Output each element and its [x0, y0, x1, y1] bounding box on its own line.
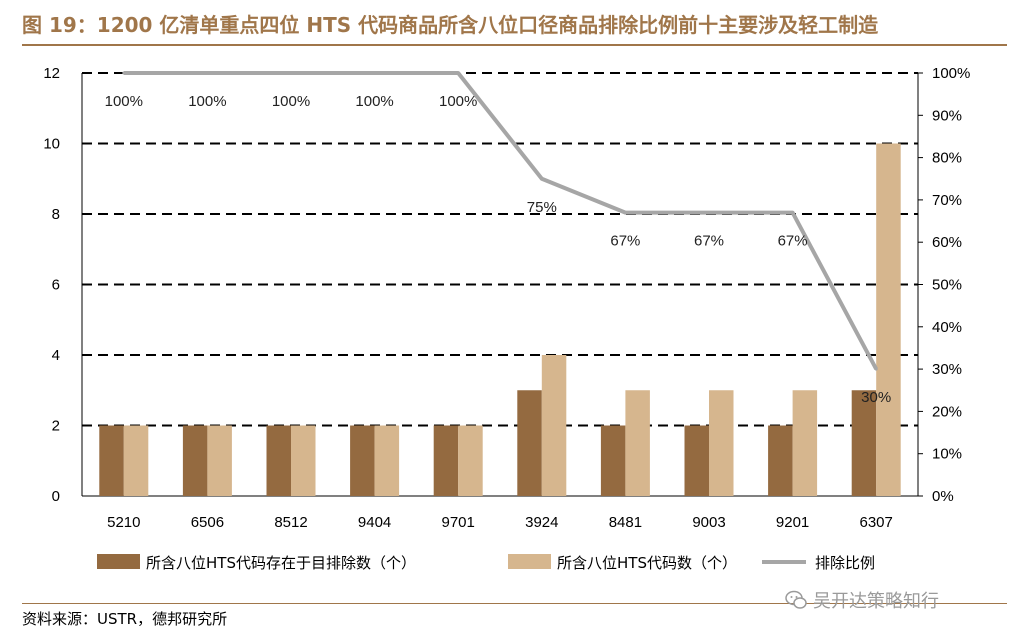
bar-total-3924: [541, 355, 567, 496]
bar-total-8481: [625, 390, 650, 496]
left-tick-label: 10: [43, 136, 60, 153]
legend-excluded-swatch: [97, 554, 140, 569]
right-tick-label: 0%: [932, 488, 954, 505]
ratio-point-8481: [623, 211, 627, 215]
data-label-5210: 100%: [105, 93, 143, 110]
right-tick-label: 40%: [932, 319, 962, 336]
right-axis: 0% 10% 20% 30% 40% 50% 60% 70% 80% 90% 100%: [918, 65, 970, 505]
legend-total-label: 所含八位HTS代码数（个）: [557, 554, 737, 572]
bar-total-9404: [374, 425, 400, 496]
data-label-3924: 75%: [527, 199, 557, 216]
source-note: 资料来源：USTR，德邦研究所: [22, 610, 228, 628]
left-tick-label: 12: [43, 65, 60, 82]
x-tick-label-9201: 9201: [776, 514, 809, 531]
bars: [99, 143, 901, 496]
ratio-point-9003: [707, 211, 711, 215]
right-tick-label: 80%: [932, 150, 962, 167]
legend-total-swatch: [508, 554, 551, 569]
ratio-point-5210: [122, 71, 126, 75]
right-tick-label: 20%: [932, 403, 962, 420]
ratio-point-9701: [456, 71, 460, 75]
right-tick-label: 70%: [932, 192, 962, 209]
right-tick-label: 30%: [932, 361, 962, 378]
bar-total-9003: [709, 390, 734, 496]
ratio-point-9404: [373, 71, 377, 75]
bar-excluded-6506: [182, 425, 208, 496]
bar-excluded-5210: [99, 425, 124, 496]
data-label-9201: 67%: [778, 233, 808, 250]
ratio-point-6307: [874, 367, 878, 371]
data-labels: 100% 100% 100% 100% 100% 75% 67% 67% 67% 30%: [105, 93, 892, 406]
bar-total-6307: [876, 143, 901, 496]
right-tick-label: 60%: [932, 234, 962, 251]
x-tick-label-8481: 8481: [609, 514, 642, 531]
x-tick-label-5210: 5210: [107, 514, 140, 531]
left-tick-label: 4: [52, 347, 60, 364]
data-label-9404: 100%: [355, 93, 393, 110]
x-tick-label-9404: 9404: [358, 514, 391, 531]
source-divider: [22, 603, 1007, 604]
ratio-polyline: [123, 71, 878, 371]
ratio-point-6506: [205, 71, 209, 75]
data-label-8481: 67%: [610, 233, 640, 250]
right-tick-label: 10%: [932, 446, 962, 463]
chart-title: 图 19：1200 亿清单重点四位 HTS 代码商品所含八位口径商品排除比例前十…: [22, 13, 879, 37]
right-tick-label: 100%: [932, 65, 970, 82]
bar-excluded-3924: [517, 390, 542, 496]
bar-total-9201: [792, 390, 818, 496]
right-tick-label: 50%: [932, 277, 962, 294]
x-tick-label-8512: 8512: [274, 514, 307, 531]
x-axis-labels: 5210 6506 8512 9404 9701 3924 8481 9003 9201 6307: [107, 514, 893, 531]
bar-excluded-9404: [350, 425, 375, 496]
bar-total-6506: [207, 425, 232, 496]
bar-excluded-8481: [600, 425, 626, 496]
bar-total-9701: [458, 425, 483, 496]
data-label-6506: 100%: [188, 93, 226, 110]
legend-excluded-label: 所含八位HTS代码存在于目排除数（个）: [146, 554, 416, 572]
x-tick-label-9701: 9701: [442, 514, 475, 531]
bar-excluded-9201: [768, 425, 793, 496]
bar-excluded-9003: [684, 425, 709, 496]
ratio-point-8512: [289, 71, 293, 75]
left-tick-label: 8: [52, 206, 60, 223]
x-tick-label-6307: 6307: [860, 514, 893, 531]
data-label-9003: 67%: [694, 233, 724, 250]
x-tick-label-6506: 6506: [191, 514, 224, 531]
bar-total-8512: [291, 425, 316, 496]
bar-excluded-9701: [433, 425, 459, 496]
data-label-8512: 100%: [272, 93, 310, 110]
left-tick-label: 0: [52, 488, 60, 505]
legend: 所含八位HTS代码存在于目排除数（个） 所含八位HTS代码数（个） 排除比例: [97, 554, 875, 572]
watermark: 吴开达策略知行: [785, 588, 939, 612]
bar-total-5210: [123, 425, 149, 496]
title-divider: [22, 44, 1007, 46]
legend-ratio-label: 排除比例: [815, 554, 875, 572]
data-label-9701: 100%: [439, 93, 477, 110]
ratio-point-9201: [791, 211, 795, 215]
left-axis: 0 2 4 6 8 10 12: [43, 65, 60, 505]
wechat-icon: [785, 590, 807, 609]
x-tick-label-3924: 3924: [525, 514, 558, 531]
right-tick-label: 90%: [932, 107, 962, 124]
bar-excluded-6307: [851, 390, 877, 496]
ratio-line: [122, 71, 878, 371]
data-label-6307: 30%: [861, 389, 891, 406]
left-tick-label: 2: [52, 418, 60, 435]
ratio-point-3924: [540, 177, 544, 181]
combo-chart: 0 2 4 6 8 10 12 0% 10% 20% 30% 40% 50% 60% 70% 80% 90% 1…: [43, 65, 970, 572]
left-tick-label: 6: [52, 277, 60, 294]
watermark-text: 吴开达策略知行: [813, 591, 939, 612]
x-tick-label-9003: 9003: [692, 514, 725, 531]
bar-excluded-8512: [266, 425, 291, 496]
